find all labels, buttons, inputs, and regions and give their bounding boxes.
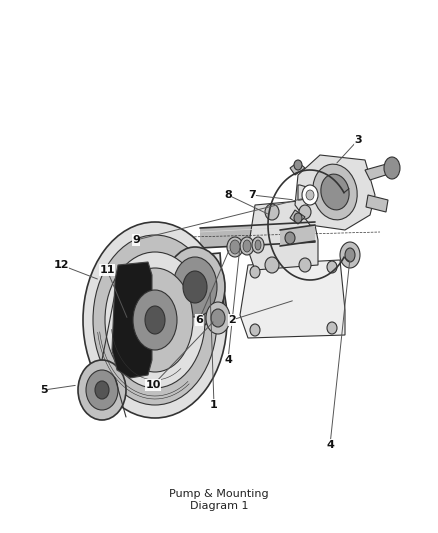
Polygon shape	[365, 163, 395, 180]
Polygon shape	[290, 210, 305, 224]
Ellipse shape	[78, 360, 126, 420]
Ellipse shape	[327, 261, 337, 273]
Text: 2: 2	[228, 315, 236, 325]
Polygon shape	[295, 155, 375, 230]
Ellipse shape	[243, 240, 251, 252]
Text: 6: 6	[195, 315, 203, 325]
Ellipse shape	[299, 258, 311, 272]
Ellipse shape	[117, 268, 193, 372]
Text: 9: 9	[132, 235, 140, 245]
Polygon shape	[248, 200, 318, 270]
Ellipse shape	[105, 252, 205, 388]
Ellipse shape	[306, 190, 314, 200]
Ellipse shape	[165, 247, 225, 327]
Ellipse shape	[285, 232, 295, 244]
Ellipse shape	[255, 240, 261, 250]
Ellipse shape	[340, 242, 360, 268]
Text: 12: 12	[53, 260, 69, 270]
Ellipse shape	[133, 290, 177, 350]
Text: 1: 1	[210, 400, 218, 410]
Polygon shape	[366, 195, 388, 212]
Ellipse shape	[294, 213, 302, 223]
Polygon shape	[290, 162, 305, 175]
Ellipse shape	[227, 237, 243, 257]
Ellipse shape	[294, 160, 302, 170]
Ellipse shape	[321, 174, 349, 210]
Polygon shape	[168, 253, 225, 325]
Text: 10: 10	[145, 380, 161, 390]
Ellipse shape	[173, 257, 217, 317]
Polygon shape	[240, 260, 345, 338]
Text: Pump & Mounting
Diagram 1: Pump & Mounting Diagram 1	[169, 489, 269, 511]
Ellipse shape	[93, 235, 217, 405]
Text: 7: 7	[248, 190, 256, 200]
Polygon shape	[112, 262, 152, 378]
Ellipse shape	[95, 381, 109, 399]
Text: 4: 4	[224, 355, 232, 365]
Text: 5: 5	[40, 385, 48, 395]
Ellipse shape	[83, 222, 227, 418]
Ellipse shape	[299, 205, 311, 219]
Ellipse shape	[384, 157, 400, 179]
Ellipse shape	[145, 306, 165, 334]
Ellipse shape	[250, 324, 260, 336]
Ellipse shape	[240, 237, 254, 255]
Polygon shape	[280, 225, 315, 246]
Ellipse shape	[265, 257, 279, 273]
Polygon shape	[200, 222, 315, 248]
Polygon shape	[298, 185, 315, 200]
Text: 8: 8	[224, 190, 232, 200]
Text: 4: 4	[326, 440, 334, 450]
Ellipse shape	[86, 370, 118, 410]
Text: 11: 11	[99, 265, 115, 275]
Ellipse shape	[250, 266, 260, 278]
Ellipse shape	[302, 185, 318, 205]
Ellipse shape	[313, 164, 357, 220]
Ellipse shape	[252, 237, 264, 253]
Ellipse shape	[230, 240, 240, 254]
Text: 3: 3	[354, 135, 362, 145]
Ellipse shape	[211, 309, 225, 327]
Ellipse shape	[265, 204, 279, 220]
Ellipse shape	[183, 271, 207, 303]
Ellipse shape	[327, 322, 337, 334]
Ellipse shape	[206, 302, 230, 334]
Ellipse shape	[345, 248, 355, 262]
